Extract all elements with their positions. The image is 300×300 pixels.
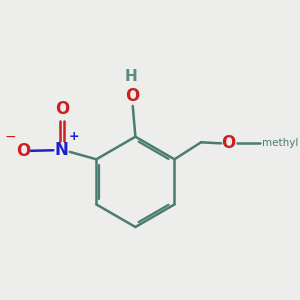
Text: N: N (55, 141, 69, 159)
Text: O: O (55, 100, 69, 118)
Text: O: O (221, 134, 236, 152)
Text: −: − (5, 130, 16, 144)
Text: O: O (16, 142, 31, 160)
Text: methyl: methyl (262, 138, 299, 148)
Text: H: H (124, 69, 137, 84)
Text: +: + (68, 130, 79, 143)
Text: O: O (126, 87, 140, 105)
